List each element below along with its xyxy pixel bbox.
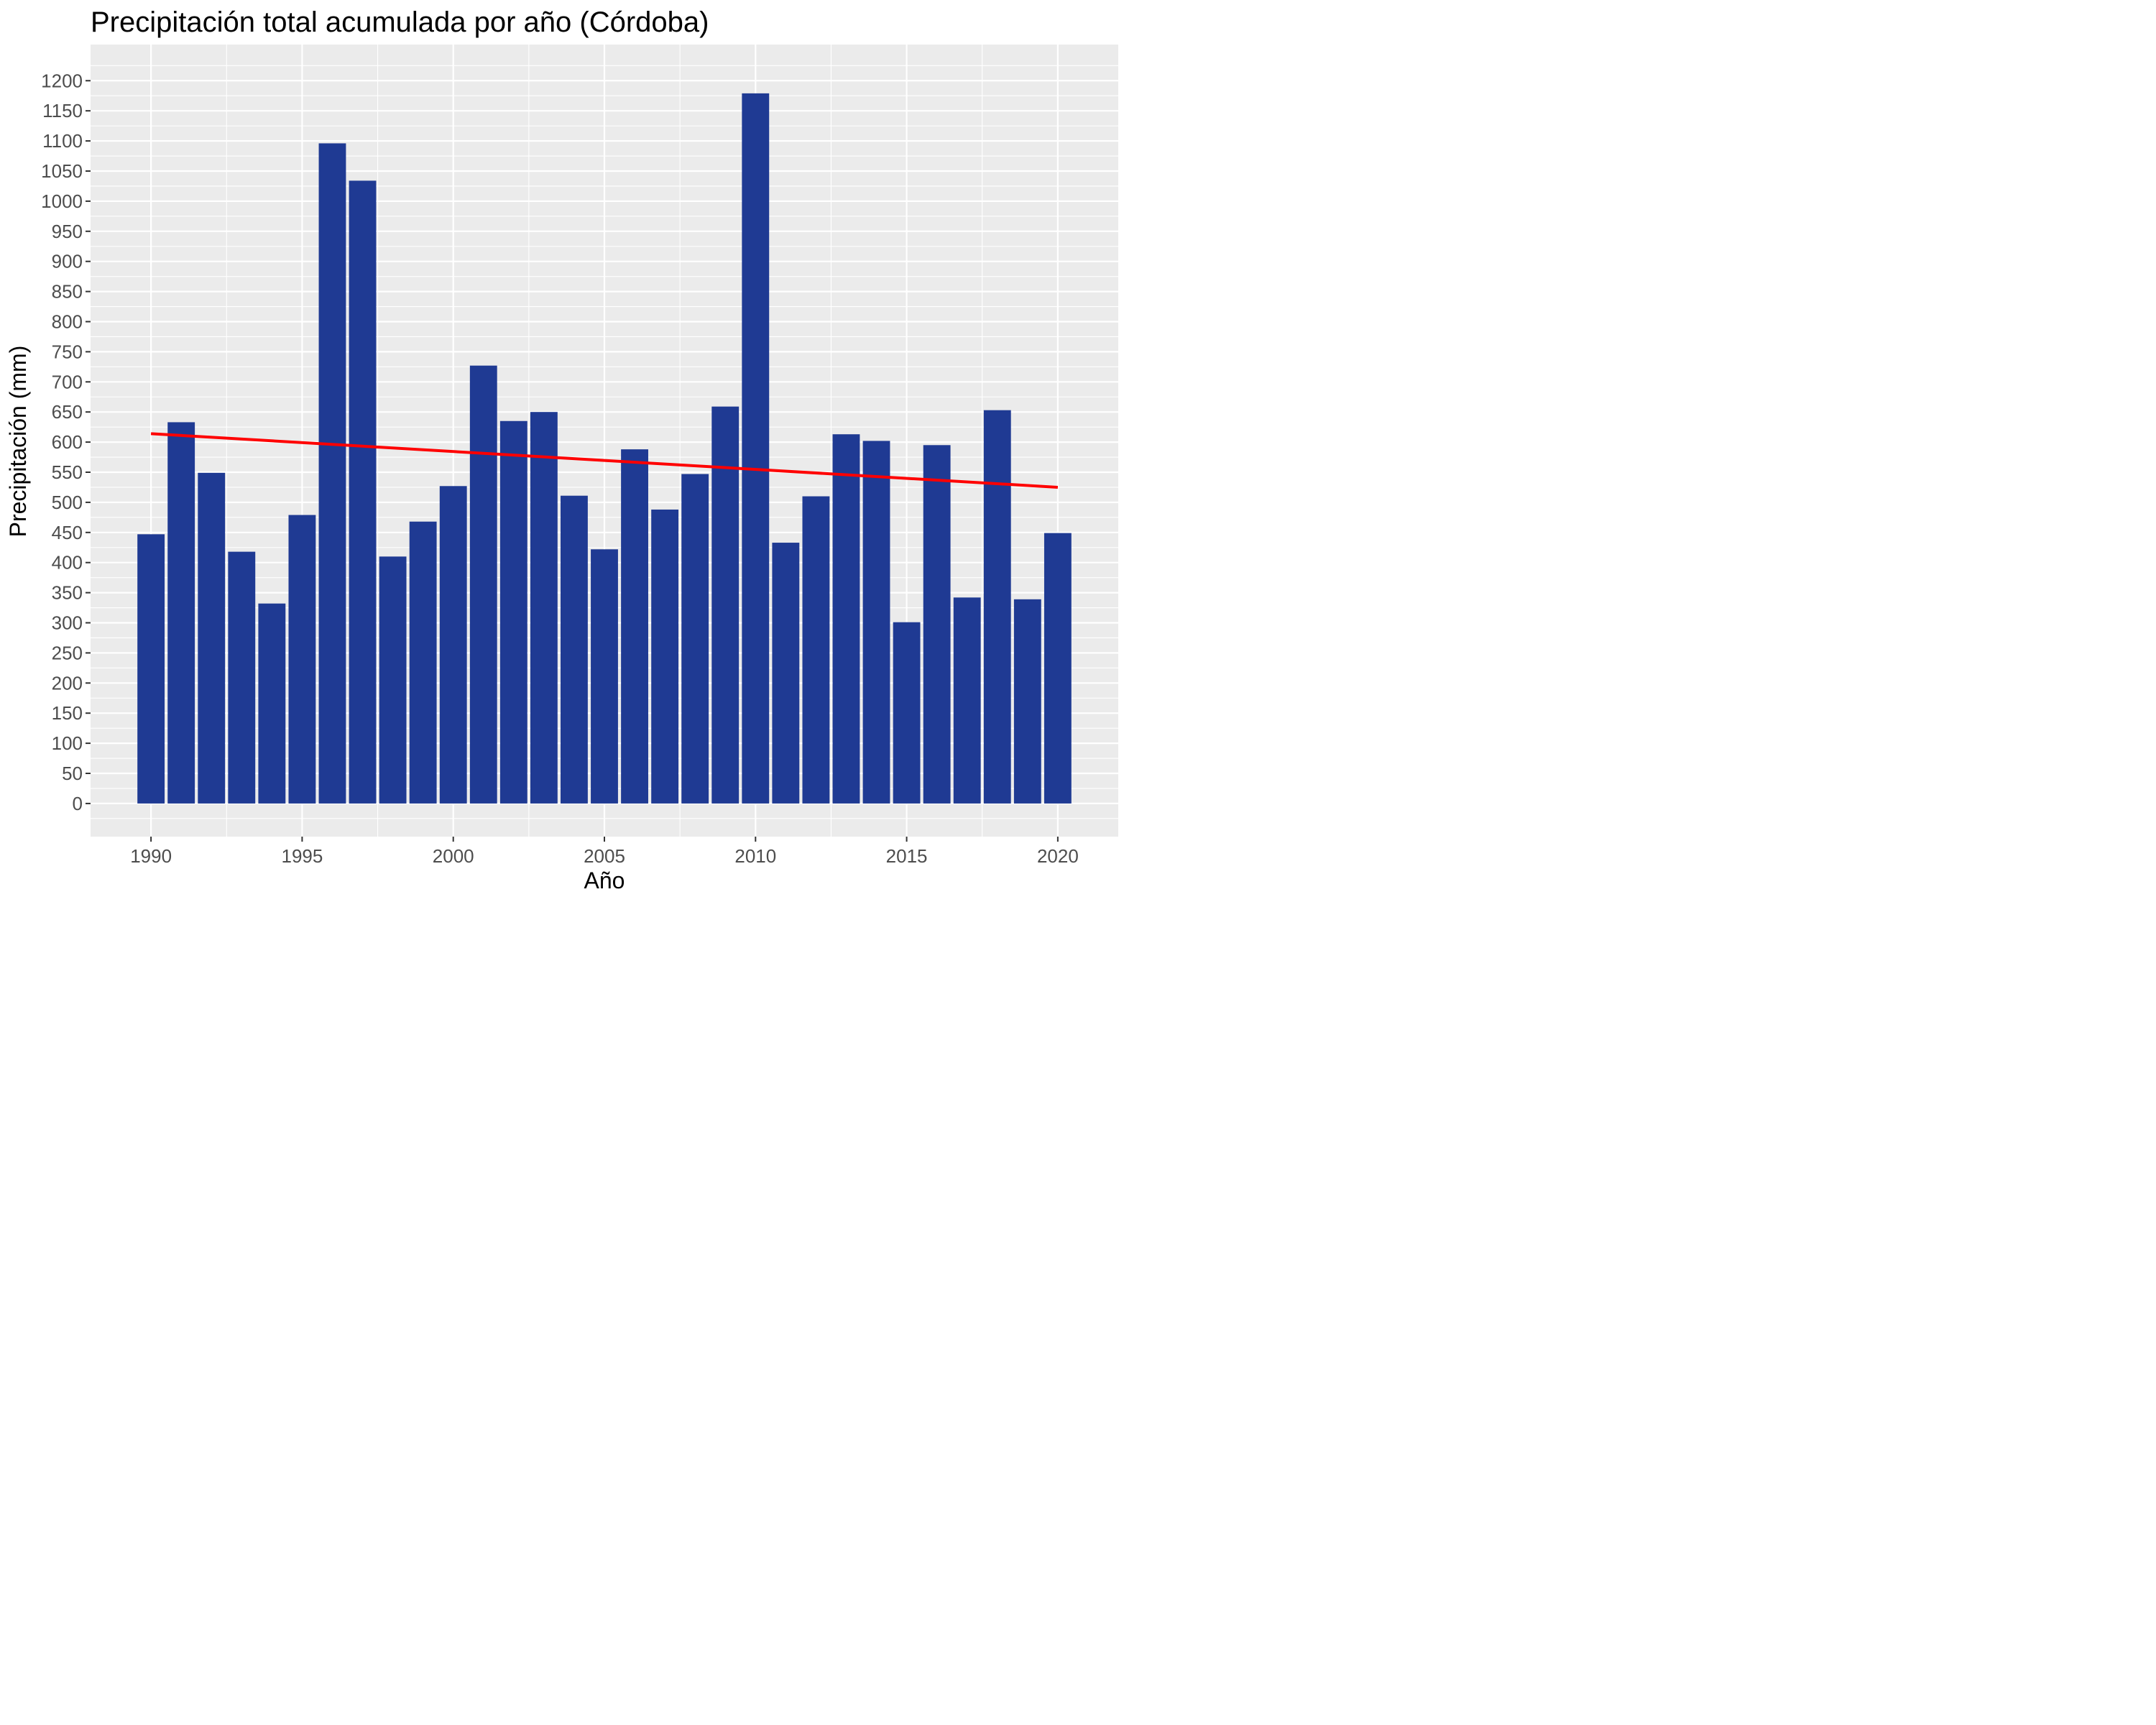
bar-1997 <box>349 180 377 804</box>
y-tick-label: 800 <box>52 310 83 332</box>
bar-2018 <box>983 410 1011 804</box>
bar-1990 <box>137 534 165 804</box>
x-tick-label: 2000 <box>433 845 474 867</box>
bar-2004 <box>561 495 588 804</box>
y-tick-label: 1200 <box>41 70 83 91</box>
y-tick-label: 200 <box>52 672 83 694</box>
y-tick-label: 1050 <box>41 160 83 182</box>
y-tick-label: 950 <box>52 221 83 242</box>
x-tick-label: 1990 <box>130 845 172 867</box>
bar-2012 <box>802 496 830 804</box>
bar-2010 <box>742 93 770 804</box>
y-tick-label: 100 <box>52 732 83 754</box>
bar-1996 <box>318 143 346 804</box>
trend-line <box>150 432 1059 489</box>
bar-1999 <box>409 521 437 804</box>
bar-2020 <box>1044 533 1072 804</box>
x-axis-title: Año <box>584 868 625 893</box>
y-tick-label: 450 <box>52 522 83 543</box>
chart-svg: Precipitación total acumulada por año (C… <box>5 6 1118 893</box>
y-tick-label: 750 <box>52 341 83 362</box>
bar-2013 <box>832 434 860 804</box>
y-tick-label: 400 <box>52 552 83 574</box>
y-tick-label: 850 <box>52 281 83 303</box>
bar-2017 <box>953 597 981 804</box>
bar-1992 <box>198 472 226 804</box>
bar-2000 <box>439 486 467 804</box>
x-tick-label: 2005 <box>584 845 625 867</box>
x-axis: 1990 1995 2000 2005 2010 2015 2020 <box>130 837 1079 867</box>
chart-root: Precipitación total acumulada por año (C… <box>0 0 1127 901</box>
y-tick-label: 1150 <box>42 100 83 121</box>
bar-2019 <box>1013 599 1041 804</box>
bar-series <box>137 93 1072 804</box>
bar-1994 <box>258 603 286 804</box>
bar-1995 <box>288 515 316 804</box>
y-tick-label: 1100 <box>42 130 83 152</box>
y-axis: 0 50 100 150 200 250 300 350 400 450 500 550 600 650 7… <box>41 70 91 814</box>
trend-line-layer <box>150 432 1059 489</box>
bar-1998 <box>379 556 407 804</box>
y-tick-label: 300 <box>52 612 83 634</box>
bar-2003 <box>530 412 558 804</box>
bar-2005 <box>591 549 618 804</box>
bar-2007 <box>651 509 679 804</box>
x-tick-label: 2010 <box>734 845 776 867</box>
bar-2002 <box>499 420 528 804</box>
y-tick-label: 650 <box>52 401 83 423</box>
y-tick-label: 250 <box>52 642 83 663</box>
y-tick-label: 150 <box>52 702 83 724</box>
x-tick-label: 2015 <box>886 845 928 867</box>
bar-2008 <box>681 474 709 804</box>
x-tick-label: 2020 <box>1037 845 1079 867</box>
y-tick-label: 0 <box>73 793 83 814</box>
y-tick-label: 500 <box>52 492 83 513</box>
y-tick-label: 350 <box>52 582 83 604</box>
bar-2015 <box>893 622 921 804</box>
y-tick-label: 1000 <box>41 190 83 212</box>
bar-2014 <box>862 441 890 804</box>
y-tick-label: 550 <box>52 461 83 483</box>
y-tick-label: 900 <box>52 251 83 272</box>
bar-2006 <box>621 449 648 804</box>
bar-2001 <box>469 365 497 804</box>
x-tick-label: 1995 <box>281 845 323 867</box>
chart-title: Precipitación total acumulada por año (C… <box>91 6 709 38</box>
bar-2011 <box>772 543 800 804</box>
y-tick-label: 600 <box>52 431 83 453</box>
bar-1991 <box>167 422 195 804</box>
y-axis-title: Precipitación (mm) <box>5 346 31 538</box>
bar-1993 <box>228 551 256 804</box>
bar-2009 <box>711 406 740 804</box>
bar-2016 <box>923 445 951 804</box>
y-tick-label: 700 <box>52 371 83 392</box>
y-tick-label: 50 <box>62 763 83 784</box>
